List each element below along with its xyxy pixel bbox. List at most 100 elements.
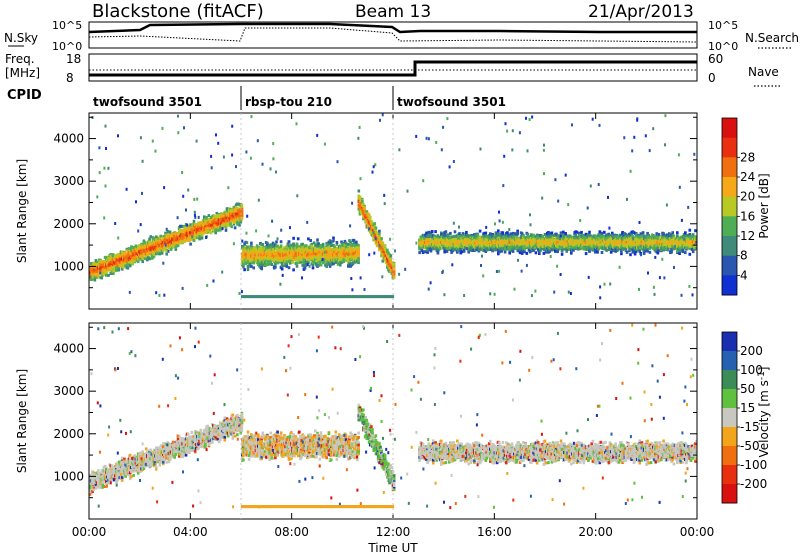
frequency-panel: Freq. [MHz] 18 8 60 0 Nave (5, 52, 782, 87)
power-cell (327, 262, 331, 266)
power-cell (243, 268, 246, 272)
power-cell (269, 243, 273, 247)
power-cell (288, 261, 292, 265)
power-cell (435, 248, 438, 252)
power-cell (130, 248, 133, 252)
power-cell (260, 266, 263, 270)
power-cell (418, 245, 421, 249)
noise-panel-frame (88, 21, 698, 49)
power-cell (111, 253, 115, 257)
power-cell (386, 248, 389, 252)
power-cell (274, 265, 277, 269)
power-cell (320, 248, 324, 252)
power-cell (458, 232, 461, 236)
power-cell (392, 272, 396, 276)
power-cell (168, 230, 172, 234)
power-cell (327, 252, 331, 256)
power-cell (226, 222, 230, 226)
power-cell (200, 236, 204, 240)
frequency-panel-frame (88, 53, 698, 82)
power-cell (214, 231, 217, 235)
power-cell (184, 223, 188, 227)
beam-title: Beam 13 (355, 2, 431, 22)
power-cell (295, 261, 299, 265)
power-cell (287, 244, 291, 248)
power-cell (325, 265, 328, 268)
power-cell (357, 244, 360, 248)
power-cell (224, 228, 228, 232)
power-cell (141, 260, 144, 264)
power-cell (166, 230, 170, 233)
power-cell (115, 266, 118, 269)
power-cell (250, 264, 253, 268)
power-cell (381, 259, 385, 263)
power-cell (148, 257, 151, 261)
power-cell (300, 260, 303, 264)
power-cell (463, 235, 467, 239)
power-cell (240, 209, 244, 213)
power-cell (276, 261, 279, 265)
power-cell (127, 260, 131, 264)
power-cell (136, 260, 140, 264)
power-cell (349, 241, 352, 245)
power-cell (335, 242, 339, 246)
power-cell (155, 235, 158, 239)
power-cell (317, 263, 320, 267)
power-cell (436, 251, 440, 255)
nsearch-tick-bottom: 10^0 (708, 40, 738, 53)
power-cell (357, 259, 360, 263)
power-cell (123, 251, 126, 255)
power-cell (236, 207, 239, 211)
power-cell (240, 203, 244, 207)
nsky-tick-top: 10^5 (52, 19, 82, 32)
power-cell (288, 259, 292, 263)
power-cell (430, 230, 434, 233)
power-cell (343, 243, 347, 247)
power-cell (254, 246, 258, 250)
power-cell (370, 227, 373, 231)
power-cell (117, 268, 121, 272)
power-cell (292, 268, 295, 272)
power-cell (343, 239, 347, 243)
power-cell (351, 261, 355, 265)
power-cell (444, 230, 448, 234)
power-cell (357, 261, 360, 265)
power-cell (165, 252, 168, 256)
power-cell (97, 273, 100, 277)
freq-label-line1: Freq. (5, 52, 35, 66)
power-cell (292, 236, 295, 240)
power-cell (328, 264, 332, 268)
power-cell (146, 258, 149, 262)
power-cell (95, 263, 99, 266)
power-cell (325, 254, 328, 258)
power-cell (180, 224, 183, 228)
power-cell (318, 261, 322, 265)
power-cell (422, 250, 426, 254)
power-cell (93, 278, 97, 282)
power-cell (348, 239, 351, 243)
power-cell (167, 246, 171, 250)
power-cell (383, 244, 387, 248)
power-cell (312, 241, 316, 245)
power-cell (375, 231, 379, 235)
power-cell (389, 254, 393, 258)
power-cell (263, 263, 267, 266)
cpid-label: CPID (7, 88, 42, 103)
power-cell (355, 256, 358, 260)
power-cell (285, 264, 289, 268)
power-cell (141, 256, 144, 260)
power-cell (316, 238, 319, 242)
power-cell (332, 262, 335, 266)
power-cell (278, 260, 282, 264)
power-cell (192, 219, 196, 223)
power-cell (446, 235, 450, 239)
power-cell (336, 262, 340, 266)
power-cell (462, 249, 466, 253)
power-cell (174, 247, 178, 251)
power-cell (357, 257, 360, 261)
power-cell (193, 236, 197, 240)
power-cell (189, 242, 192, 246)
power-cell (276, 244, 279, 248)
power-cell (213, 215, 216, 218)
power-cell (341, 242, 344, 245)
